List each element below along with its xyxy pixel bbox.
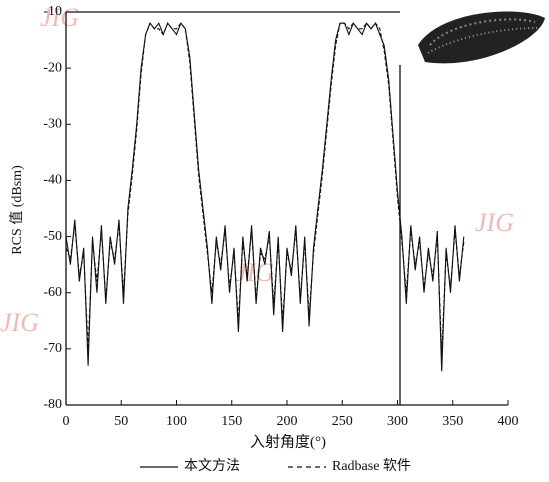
- x-tick-label: 200: [277, 414, 298, 429]
- legend-label: 本文方法: [184, 458, 240, 474]
- y-tick-label: -30: [43, 117, 62, 132]
- x-tick-label: 350: [442, 414, 463, 429]
- x-tick-label: 100: [166, 414, 187, 429]
- series-line: [65, 22, 465, 355]
- y-tick-label: -70: [43, 341, 62, 356]
- x-tick-label: 250: [332, 414, 353, 429]
- inset-model: [418, 11, 545, 64]
- y-tick-label: -80: [43, 397, 62, 412]
- x-tick-label: 300: [387, 414, 408, 429]
- x-tick-label: 150: [221, 414, 242, 429]
- y-tick-label: -60: [43, 285, 62, 300]
- x-axis-label: 入射角度(°): [250, 433, 326, 450]
- y-tick-label: -40: [43, 173, 62, 188]
- y-tick-label: -20: [43, 60, 62, 75]
- legend-label: Radbase 软件: [332, 458, 411, 474]
- x-tick-label: 400: [498, 414, 519, 429]
- y-tick-label: -50: [43, 229, 62, 244]
- frame: [65, 11, 508, 406]
- watermark: JIG: [0, 308, 39, 337]
- y-axis-label: RCS 值 (dBsm): [9, 165, 25, 255]
- watermark: JIG: [40, 3, 79, 32]
- series-line: [65, 22, 465, 372]
- x-tick-label: 0: [63, 414, 70, 429]
- y-tick-label: -10: [43, 4, 62, 19]
- x-tick-label: 50: [114, 414, 128, 429]
- watermark: JIG: [475, 208, 514, 237]
